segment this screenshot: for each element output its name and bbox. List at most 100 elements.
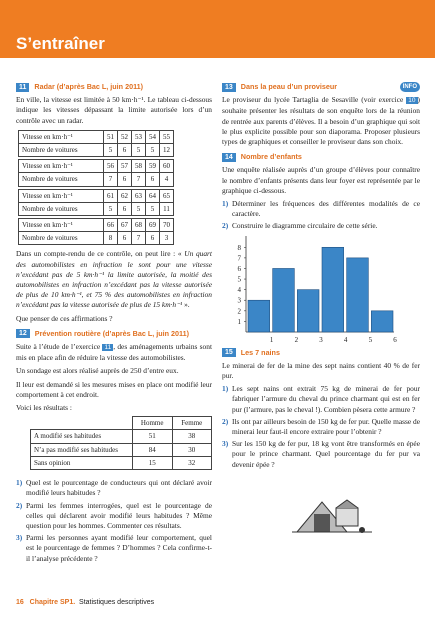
exercise-15-heading: 15 Les 7 nains bbox=[222, 348, 420, 358]
exercise-11-intro: En ville, la vitesse est limitée à 50 km… bbox=[16, 95, 212, 125]
table-cell: Vitesse en km·h⁻¹ bbox=[18, 129, 104, 145]
exercise-12-p2: Un sondage est alors réalisé auprès de 2… bbox=[16, 366, 179, 376]
table-cell: 59 bbox=[145, 159, 160, 174]
question-item: 2) Construire le diagramme circulaire de… bbox=[222, 221, 420, 231]
mine-illustration bbox=[292, 499, 372, 533]
question-number: 3) bbox=[16, 533, 23, 543]
table-cell: 52 bbox=[117, 129, 132, 145]
table-cell: 5 bbox=[131, 201, 146, 217]
table-cell: 61 bbox=[103, 188, 118, 203]
table-cell: 7 bbox=[131, 172, 146, 187]
table-row: Sans opinion 15 32 bbox=[30, 455, 213, 471]
right-column: 13 Dans la peau d’un proviseur INFO Le p… bbox=[222, 82, 420, 534]
table-cell: 66 bbox=[103, 218, 118, 233]
table-cell: 6 bbox=[117, 172, 132, 187]
table-cell: Vitesse en km·h⁻¹ bbox=[18, 159, 104, 174]
x-tick-label: 2 bbox=[295, 336, 299, 344]
question-item: 3) Parmi les personnes ayant modifié leu… bbox=[16, 533, 212, 564]
question-text: Parmi les femmes interrogées, quel est l… bbox=[26, 500, 212, 530]
question-number: 1) bbox=[222, 384, 229, 394]
question-item: 1) Les sept nains ont extrait 75 kg de m… bbox=[222, 384, 420, 415]
chapter-label: Chapitre SP1. bbox=[29, 599, 76, 606]
exercise-title: Radar (d’après Bac L, juin 2011) bbox=[34, 82, 144, 91]
info-badge: INFO bbox=[399, 82, 420, 93]
question-item: 3) Sur les 150 kg de fer pur, 18 kg vont… bbox=[222, 439, 420, 470]
speed-tables: Vitesse en km·h⁻¹ 51 52 53 54 55 Nombre … bbox=[18, 129, 212, 246]
page-number: 16 bbox=[16, 599, 24, 606]
table-cell: Nombre de voitures bbox=[18, 231, 104, 246]
table-header-row: Homme Femme bbox=[31, 416, 213, 431]
exercise-15-intro: Le minerai de fer de la mine des sept na… bbox=[222, 360, 420, 381]
table-cell: Nombre de voitures bbox=[18, 143, 104, 158]
exercise-title: Dans la peau d’un proviseur bbox=[240, 82, 338, 91]
y-tick-label: 7 bbox=[238, 254, 242, 262]
exercise-13-text: Le proviseur du lycée Tartaglia de Sesav… bbox=[222, 95, 420, 147]
table-cell: 38 bbox=[171, 429, 213, 444]
table-cell: 5 bbox=[103, 143, 118, 158]
question-text: Sur les 150 kg de fer pur, 18 kg vont êt… bbox=[232, 439, 420, 469]
speed-table-1: Vitesse en km·h⁻¹ 51 52 53 54 55 Nombre … bbox=[18, 129, 174, 158]
table-cell: 30 bbox=[171, 442, 213, 457]
table-cell: 12 bbox=[159, 143, 174, 158]
exercise-number: 11 bbox=[16, 82, 30, 92]
table-row: N’a pas modifié ses habitudes 84 30 bbox=[30, 442, 213, 457]
question-text: Les sept nains ont extrait 75 kg de mine… bbox=[232, 384, 420, 414]
question-item: 1) Quel est le pourcentage de conducteur… bbox=[16, 478, 212, 498]
page-header: S’entraîner bbox=[0, 0, 435, 58]
exercise-13-heading: 13 Dans la peau d’un proviseur INFO bbox=[222, 82, 420, 93]
table-cell: 6 bbox=[145, 231, 160, 246]
speed-table-3: Vitesse en km·h⁻¹ 61 62 63 64 65 Nombre … bbox=[18, 188, 174, 217]
y-tick-label: 6 bbox=[238, 265, 242, 273]
bar bbox=[346, 257, 369, 332]
table-cell: 4 bbox=[159, 172, 174, 187]
table-cell: 5 bbox=[103, 201, 118, 217]
table-cell: N’a pas modifié ses habitudes bbox=[30, 442, 133, 457]
table-cell: 57 bbox=[117, 159, 132, 174]
question-number: 1) bbox=[222, 199, 229, 209]
table-cell: 7 bbox=[131, 231, 146, 246]
statement-text-end: ». bbox=[184, 300, 190, 310]
exercise-reference-link[interactable]: 10 bbox=[406, 97, 418, 105]
table-row: A modifié ses habitudes 51 38 bbox=[30, 429, 213, 444]
bar bbox=[247, 299, 270, 332]
table-cell: Nombre de voitures bbox=[18, 172, 104, 187]
table-cell: 8 bbox=[103, 231, 118, 246]
bar bbox=[371, 310, 394, 332]
page-footer: 16 Chapitre SP1. Statistiques descriptiv… bbox=[16, 599, 154, 606]
table-row: Vitesse en km·h⁻¹ 56 57 58 59 60 bbox=[18, 159, 174, 174]
exercise-title: Prévention routière (d’après Bac L, juin… bbox=[34, 328, 189, 338]
x-tick-label: 6 bbox=[393, 336, 397, 344]
exercise-14-heading: 14 Nombre d’enfants bbox=[222, 152, 420, 162]
left-column: 11 Radar (d’après Bac L, juin 2011) En v… bbox=[16, 82, 213, 566]
table-cell: 51 bbox=[103, 129, 118, 145]
table-row: Vitesse en km·h⁻¹ 51 52 53 54 55 bbox=[18, 129, 174, 145]
question-item: 2) Parmi les femmes interrogées, quel es… bbox=[16, 501, 212, 532]
table-cell: 5 bbox=[145, 201, 160, 217]
question-text: Quel est le pourcentage de conducteurs q… bbox=[26, 478, 212, 498]
table-cell: 60 bbox=[159, 159, 174, 174]
bar bbox=[297, 288, 320, 332]
exercise-11-question: Que penser de ces affirmations ? bbox=[16, 313, 113, 323]
exercise-number: 12 bbox=[16, 329, 30, 339]
table-cell: 6 bbox=[117, 231, 132, 246]
intro-text-end: , des aménagements urbains sont mis en p… bbox=[16, 342, 212, 363]
table-cell: 65 bbox=[159, 188, 174, 203]
exercise-title: Nombre d’enfants bbox=[240, 152, 302, 162]
table-cell: 54 bbox=[145, 129, 160, 145]
x-tick-label: 3 bbox=[319, 336, 323, 344]
table-cell: Vitesse en km·h⁻¹ bbox=[18, 188, 104, 203]
statement-quote: Un quart des automobilistes en infractio… bbox=[16, 249, 212, 310]
table-row: Nombre de voitures 5 6 5 5 12 bbox=[18, 143, 174, 158]
table-cell: 69 bbox=[145, 218, 160, 233]
table-cell: 63 bbox=[131, 188, 146, 203]
table-row: Nombre de voitures 5 6 5 5 11 bbox=[18, 201, 174, 217]
children-bar-chart: 1 2 3 4 5 6 7 8 1 2 3 4 5 6 bbox=[238, 235, 397, 344]
table-cell: 56 bbox=[103, 159, 118, 174]
exercise-reference-link[interactable]: 11 bbox=[102, 344, 114, 352]
table-cell: 51 bbox=[131, 429, 173, 444]
table-cell: 62 bbox=[117, 188, 132, 203]
table-cell: 64 bbox=[145, 188, 160, 203]
exercise-12-p3: Il leur est demandé si les mesures mises… bbox=[16, 379, 212, 399]
exercise-number: 15 bbox=[222, 348, 236, 358]
y-tick-label: 5 bbox=[238, 275, 242, 283]
